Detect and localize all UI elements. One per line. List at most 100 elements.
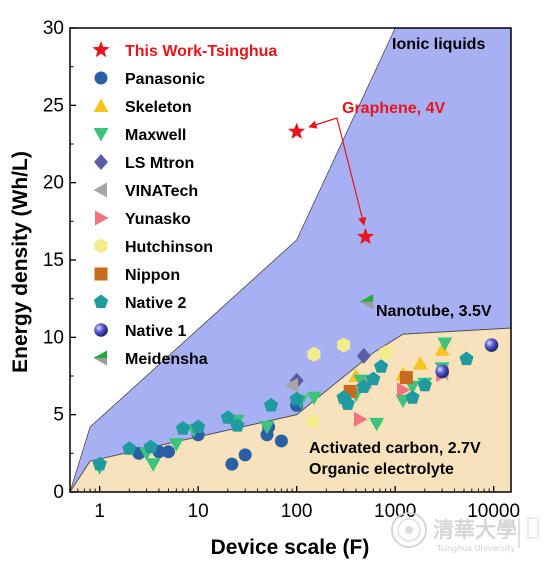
legend-marker-native-2	[93, 294, 109, 309]
legend-marker-this-work-tsinghua	[92, 41, 110, 58]
legend-marker-hutchinson	[94, 238, 108, 254]
point-native-2	[191, 419, 206, 434]
point-this-work-tsinghua	[356, 227, 375, 245]
point-native-2	[289, 391, 304, 406]
legend-label-skeleton: Skeleton	[125, 99, 192, 116]
data-points	[92, 122, 499, 475]
legend-marker-vinatech	[93, 182, 107, 198]
axis-labels: Device scale (F) Energy density (Wh/L)	[9, 151, 369, 559]
point-hutchinson	[307, 346, 321, 362]
legend-label-maxwell: Maxwell	[125, 127, 186, 144]
point-skeleton	[412, 356, 428, 370]
point-native-2	[340, 396, 355, 410]
point-maxwell	[259, 421, 275, 435]
watermark-text: 清華大學	[433, 518, 517, 542]
annotations: Ionic liquids Graphene, 4V Nanotube, 3.5…	[308, 36, 492, 478]
graphene-arrow-2	[336, 117, 367, 226]
x-tick-label: 10	[188, 501, 209, 522]
point-nippon	[399, 371, 413, 385]
point-native-1	[435, 364, 449, 379]
legend-marker-maxwell	[93, 128, 109, 142]
legend-marker-meidensha-fill	[93, 350, 107, 358]
point-hutchinson	[337, 337, 351, 353]
point-meidensha	[359, 294, 374, 310]
annotation-organic-electrolyte: Organic electrolyte	[309, 461, 454, 478]
legend-label-ls-mtron: LS Mtron	[125, 155, 194, 172]
legend-label-native-2: Native 2	[125, 295, 186, 312]
point-hutchinson	[306, 413, 319, 429]
point-native-2	[459, 351, 474, 366]
y-tick-label: 0	[53, 482, 64, 503]
point-ls-mtron	[356, 347, 371, 364]
y-tick-label: 15	[43, 250, 64, 271]
annotation-ionic-liquids: Ionic liquids	[392, 36, 485, 53]
legend-marker-panasonic	[94, 71, 108, 85]
point-maxwell	[168, 438, 184, 452]
legend: This Work-Tsinghua Panasonic Skeleton Maxwe…	[92, 41, 277, 368]
point-panasonic	[162, 445, 176, 459]
y-axis-title: Energy density (Wh/L)	[9, 151, 32, 373]
y-tick-label: 25	[43, 95, 64, 116]
y-tick-label: 20	[43, 173, 64, 194]
point-yunasko	[397, 382, 411, 398]
point-maxwell	[437, 337, 453, 351]
point-native-2	[220, 410, 235, 424]
point-maxwell	[369, 417, 385, 432]
point-this-work-tsinghua	[288, 122, 306, 139]
annotation-activated-carbon: Activated carbon, 2.7V	[309, 440, 481, 457]
legend-label-native-1: Native 1	[125, 323, 186, 340]
legend-label-panasonic: Panasonic	[125, 71, 205, 88]
graphene-arrow-1	[308, 117, 338, 129]
x-tick-label: 10000	[467, 501, 520, 522]
legend-marker-nippon	[94, 267, 108, 281]
legend-label-this-work-tsinghua: This Work-Tsinghua	[125, 43, 277, 60]
point-panasonic	[238, 448, 252, 462]
point-maxwell	[306, 391, 322, 406]
point-maxwell	[145, 458, 161, 472]
axes: 0 5 10 15 20 25 30 1 10 100 1000 10000	[43, 18, 520, 522]
regions	[69, 27, 512, 493]
legend-marker-skeleton	[93, 98, 109, 112]
point-native-2	[230, 418, 245, 432]
point-native-2	[366, 371, 381, 386]
point-panasonic	[225, 457, 239, 471]
tsinghua-watermark: 清華大學 Tsinghua University	[391, 512, 539, 553]
x-tick-label: 1000	[374, 501, 416, 522]
y-tick-label: 30	[43, 18, 64, 39]
point-native-2	[175, 421, 190, 435]
y-tick-label: 5	[53, 405, 64, 426]
point-panasonic	[274, 434, 288, 448]
legend-label-vinatech: VINATech	[125, 183, 198, 200]
watermark-subtext: Tsinghua University	[436, 544, 515, 553]
legend-marker-meidensha	[93, 350, 107, 366]
legend-marker-native-1	[94, 323, 108, 337]
point-native-2	[417, 377, 432, 392]
point-native-2	[356, 379, 371, 393]
annotation-nanotube: Nanotube, 3.5V	[376, 303, 492, 320]
point-skeleton	[434, 342, 450, 356]
point-maxwell	[405, 380, 420, 395]
point-native-2	[143, 439, 158, 454]
point-native-2	[92, 456, 107, 471]
point-native-2	[405, 390, 420, 404]
point-native-1	[484, 338, 499, 352]
point-vinatech	[284, 377, 299, 393]
legend-label-meidensha: Meidensha	[125, 351, 208, 368]
point-yunasko	[354, 411, 368, 427]
legend-label-hutchinson: Hutchinson	[125, 239, 213, 256]
point-hutchinson	[379, 345, 393, 361]
legend-label-yunasko: Yunasko	[125, 211, 191, 228]
tsinghua-seal-icon	[391, 512, 427, 548]
x-tick-label: 1	[94, 501, 105, 522]
annotation-graphene: Graphene, 4V	[342, 100, 445, 117]
legend-marker-yunasko	[95, 210, 109, 226]
legend-marker-ls-mtron	[94, 154, 108, 170]
y-tick-label: 10	[43, 327, 64, 348]
point-native-2	[374, 359, 389, 373]
point-native-2	[263, 397, 279, 412]
x-axis-title: Device scale (F)	[211, 536, 370, 559]
point-meidensha-fill	[359, 294, 374, 302]
x-tick-label: 100	[281, 501, 313, 522]
point-native-2	[122, 441, 137, 455]
